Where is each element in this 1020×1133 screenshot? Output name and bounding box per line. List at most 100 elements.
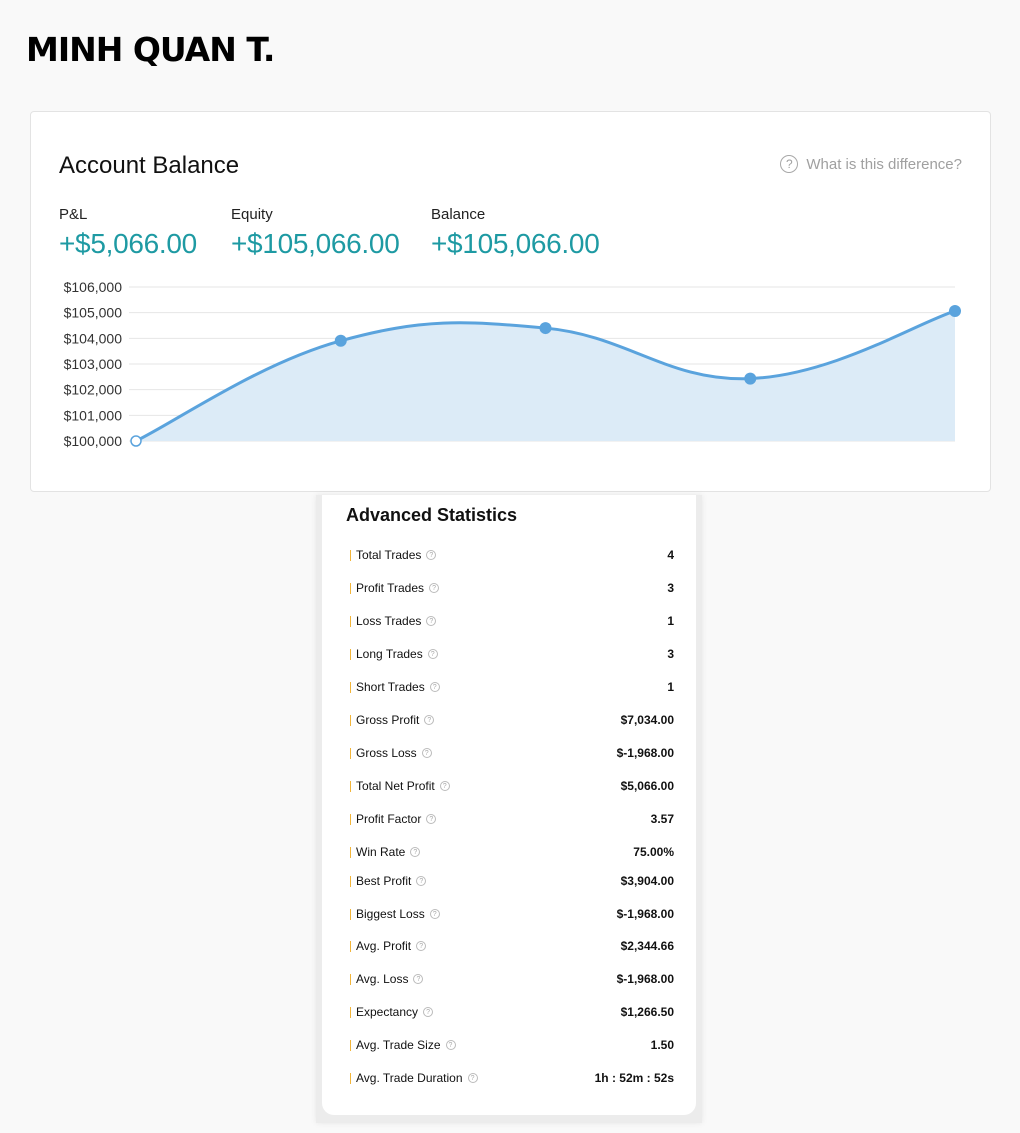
- question-circle-icon[interactable]: ?: [424, 715, 435, 725]
- metric-balance: Balance +$105,066.00: [431, 206, 600, 260]
- help-link-text: What is this difference?: [806, 155, 962, 173]
- stat-label-group: Long Trades?: [350, 647, 438, 661]
- question-circle-icon[interactable]: ?: [439, 781, 450, 791]
- stat-row: Biggest Loss? $-1,968.00: [350, 904, 674, 924]
- stat-value: 3: [667, 581, 674, 595]
- stat-value: $3,904.00: [620, 874, 674, 888]
- question-circle-icon[interactable]: ?: [429, 682, 440, 692]
- stat-row: Avg. Trade Size? 1.50: [350, 1035, 674, 1055]
- stat-value: $7,034.00: [620, 713, 674, 727]
- stat-row: Win Rate? 75.00%: [350, 842, 674, 862]
- question-circle-icon[interactable]: ?: [423, 1007, 434, 1017]
- advanced-statistics-title: Advanced Statistics: [346, 505, 518, 525]
- stat-row: Avg. Profit? $2,344.66: [350, 936, 674, 956]
- stat-value: $1,266.50: [620, 1005, 674, 1019]
- accent-bar: [350, 780, 351, 792]
- balance-help-link[interactable]: ? What is this difference?: [780, 155, 962, 173]
- accent-bar: [350, 681, 351, 693]
- y-tick-label: $106,000: [64, 279, 123, 295]
- stat-label-group: Win Rate?: [350, 845, 421, 859]
- question-circle-icon[interactable]: ?: [429, 909, 440, 919]
- question-circle-icon[interactable]: ?: [426, 550, 437, 560]
- stat-value: 1: [667, 614, 674, 628]
- stat-label-group: Gross Profit?: [350, 713, 435, 727]
- y-tick-label: $101,000: [64, 407, 123, 423]
- accent-bar: [350, 908, 351, 920]
- stat-label: Short Trades: [356, 680, 425, 694]
- stat-label: Profit Factor: [356, 812, 422, 826]
- question-circle-icon[interactable]: ?: [416, 876, 427, 886]
- question-circle-icon[interactable]: ?: [467, 1073, 478, 1083]
- stat-row: Profit Factor? 3.57: [350, 809, 674, 829]
- stat-value: 4: [667, 548, 674, 562]
- stat-row: Gross Loss? $-1,968.00: [350, 743, 674, 763]
- accent-bar: [350, 615, 351, 627]
- stat-label: Long Trades: [356, 647, 423, 661]
- stat-value: $-1,968.00: [616, 746, 674, 760]
- account-balance-card: Account Balance ? What is this differenc…: [30, 111, 991, 492]
- stat-value: $-1,968.00: [616, 907, 674, 921]
- stat-row: Loss Trades? 1: [350, 611, 674, 631]
- account-balance-title: Account Balance: [59, 152, 240, 179]
- question-circle-icon[interactable]: ?: [416, 941, 427, 951]
- question-circle-icon[interactable]: ?: [445, 1040, 456, 1050]
- accent-bar: [350, 1072, 351, 1084]
- stat-label: Total Trades: [356, 548, 422, 562]
- metric-value: +$105,066.00: [431, 228, 600, 259]
- metric-label: P&L: [59, 206, 88, 223]
- stat-row: Long Trades? 3: [350, 644, 674, 664]
- question-circle-icon[interactable]: ?: [427, 649, 438, 659]
- stat-label-group: Avg. Trade Size?: [350, 1038, 456, 1052]
- metric-label: Equity: [231, 206, 273, 223]
- stat-row: Avg. Loss? $-1,968.00: [350, 969, 674, 989]
- stat-label-group: Biggest Loss?: [350, 907, 440, 921]
- metric-equity: Equity +$105,066.00: [231, 206, 400, 260]
- stat-value: 1h : 52m : 52s: [594, 1071, 674, 1085]
- y-tick-label: $105,000: [64, 305, 123, 321]
- stat-label: Avg. Trade Size: [356, 1038, 441, 1052]
- accent-bar: [350, 582, 351, 594]
- stat-label-group: Profit Factor?: [350, 812, 437, 826]
- stat-label: Avg. Profit: [356, 939, 412, 953]
- accent-bar: [350, 648, 351, 660]
- accent-bar: [350, 813, 351, 825]
- metric-pnl: P&L +$5,066.00: [59, 206, 197, 260]
- advanced-statistics-card: Advanced Statistics Total Trades? 4 Profit…: [322, 495, 696, 1115]
- data-point: [744, 372, 757, 385]
- stat-row: Avg. Trade Duration? 1h : 52m : 52s: [350, 1068, 674, 1088]
- stat-label: Win Rate: [356, 845, 406, 859]
- accent-bar: [350, 714, 351, 726]
- stat-value: 1: [667, 680, 674, 694]
- accent-bar: [350, 1039, 351, 1051]
- stat-label: Avg. Trade Duration: [356, 1071, 463, 1085]
- stat-label-group: Profit Trades?: [350, 581, 440, 595]
- stat-row: Expectancy? $1,266.50: [350, 1002, 674, 1022]
- data-point: [539, 322, 552, 335]
- stat-label: Gross Loss: [356, 746, 417, 760]
- accent-bar: [350, 1006, 351, 1018]
- question-circle-icon[interactable]: ?: [426, 616, 437, 626]
- advanced-statistics-panel: Advanced Statistics Total Trades? 4 Profit…: [316, 495, 702, 1123]
- stat-row: Total Net Profit? $5,066.00: [350, 776, 674, 796]
- data-point: [334, 334, 347, 347]
- stat-value: $-1,968.00: [616, 972, 674, 986]
- question-circle-icon[interactable]: ?: [426, 814, 437, 824]
- stat-label-group: Avg. Profit?: [350, 939, 427, 953]
- question-circle-icon[interactable]: ?: [410, 847, 421, 857]
- question-circle-icon: ?: [780, 155, 799, 173]
- stat-label: Avg. Loss: [356, 972, 409, 986]
- y-tick-label: $104,000: [64, 330, 123, 346]
- stat-value: $5,066.00: [620, 779, 674, 793]
- question-circle-icon[interactable]: ?: [421, 748, 432, 758]
- balance-chart: $100,000 $101,000 $102,000 $103,000 $104,000…: [31, 112, 990, 491]
- stat-label: Expectancy: [356, 1005, 419, 1019]
- stat-label: Gross Profit: [356, 713, 420, 727]
- stat-label-group: Expectancy?: [350, 1005, 434, 1019]
- question-circle-icon[interactable]: ?: [413, 974, 424, 984]
- stat-label-group: Loss Trades?: [350, 614, 437, 628]
- balance-chart-svg: $100,000 $101,000 $102,000 $103,000 $104,000…: [64, 279, 961, 449]
- question-circle-icon[interactable]: ?: [429, 583, 440, 593]
- stat-row: Profit Trades? 3: [350, 578, 674, 598]
- stat-row: Short Trades? 1: [350, 677, 674, 697]
- metric-value: +$105,066.00: [231, 228, 400, 259]
